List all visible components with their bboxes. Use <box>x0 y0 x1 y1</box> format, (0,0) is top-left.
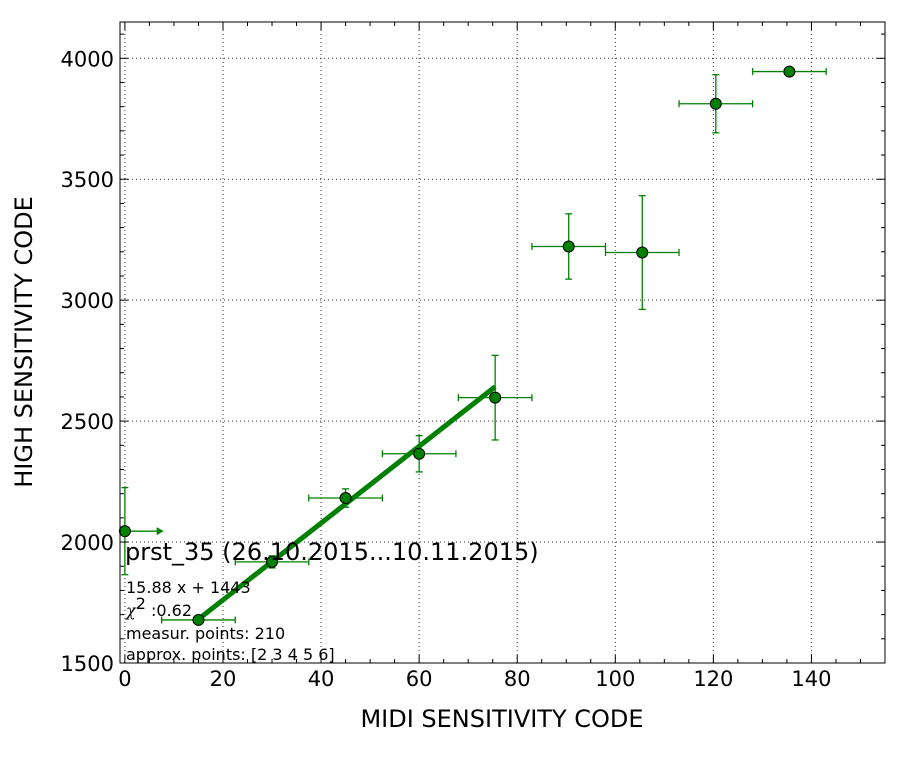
point-marker <box>118 525 131 538</box>
data-point <box>457 354 533 441</box>
point-marker <box>266 555 279 568</box>
chi-superscript: 2 <box>136 594 146 613</box>
x-axis-label: MIDI SENSITIVITY CODE <box>360 705 643 733</box>
axis-ticks: 0 20 40 60 80 100 120 140 1500 2000 2500 3000 3500 40… <box>61 22 886 691</box>
x-tick-label: 60 <box>406 667 433 691</box>
data-point <box>751 65 827 78</box>
point-marker <box>562 240 575 253</box>
x-tick-label: 120 <box>693 667 733 691</box>
data-point <box>678 74 754 134</box>
point-marker <box>783 65 796 78</box>
x-tick-label: 80 <box>504 667 531 691</box>
grid <box>120 22 885 664</box>
y-tick-label: 2500 <box>61 410 114 434</box>
point-marker <box>192 613 205 626</box>
data-point <box>161 613 236 626</box>
y-tick-label: 2000 <box>61 531 114 555</box>
annotation-chi-square: χ2 :0.62 <box>125 594 192 620</box>
point-marker <box>636 246 649 259</box>
data-point <box>118 486 164 576</box>
x-tick-label: 140 <box>791 667 831 691</box>
chi-symbol: χ <box>125 601 137 620</box>
annotation-equation: 15.88 x + 1443 <box>126 578 251 597</box>
data-point <box>531 213 607 280</box>
y-tick-label: 1500 <box>61 652 114 676</box>
data-points <box>118 65 827 626</box>
x-tick-label: 100 <box>595 667 635 691</box>
data-point <box>308 488 384 508</box>
point-marker <box>709 97 722 110</box>
point-marker <box>339 492 352 505</box>
y-tick-label: 3500 <box>61 168 114 192</box>
x-tick-label: 40 <box>308 667 335 691</box>
y-axis-label: HIGH SENSITIVITY CODE <box>10 196 38 488</box>
data-point <box>604 195 680 311</box>
x-tick-label: 20 <box>210 667 237 691</box>
y-tick-label: 3000 <box>61 289 114 313</box>
x-tick-label: 0 <box>118 667 131 691</box>
annotation-title: prst_35 (26.10.2015...10.11.2015) <box>125 538 539 566</box>
annotation-measur-points: measur. points: 210 <box>126 624 285 643</box>
chi-value: :0.62 <box>146 601 192 620</box>
point-marker <box>413 447 426 460</box>
data-point <box>381 434 457 473</box>
y-tick-label: 4000 <box>61 47 114 71</box>
data-point <box>234 555 310 569</box>
x-error-arrow <box>156 527 164 536</box>
plot-frame <box>119 21 886 664</box>
point-marker <box>489 391 502 404</box>
annotation-approx-points: approx. points: [2 3 4 5 6] <box>126 645 335 664</box>
